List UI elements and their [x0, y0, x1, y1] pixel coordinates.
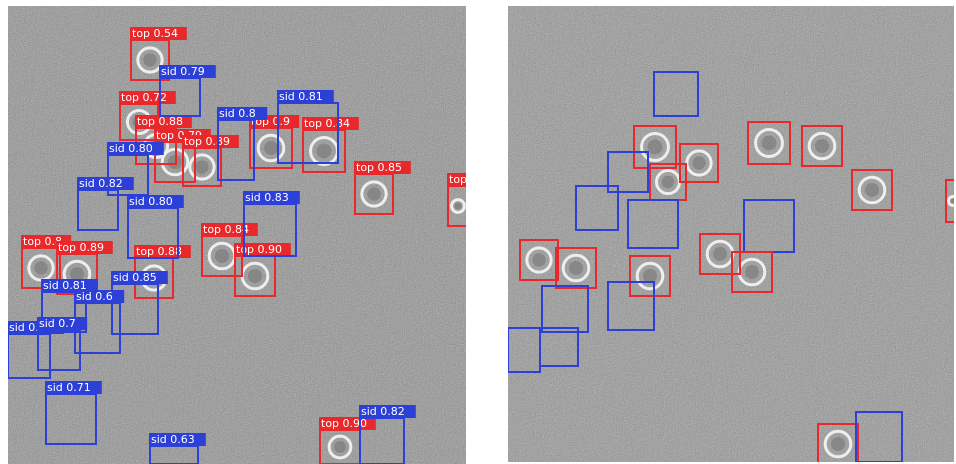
particle-core [815, 139, 829, 153]
particle-core [532, 253, 545, 266]
detection-label: sid 0.8 [219, 107, 256, 120]
particle-core [713, 247, 727, 261]
detection-label: sid 0.82 [361, 405, 405, 418]
detection-label: top 0.89 [184, 135, 230, 148]
figure: top 0.54top 0.72top 0.88top 0.79top 0.89… [0, 0, 956, 464]
particle-core [195, 160, 208, 173]
detection-label: top 0.85 [356, 161, 402, 174]
particle-core [648, 140, 663, 155]
detection-label: sid 0.71 [47, 381, 91, 394]
particle-core [643, 269, 657, 283]
detection-label: sid 0.79 [161, 65, 205, 78]
detection-label: sid 0.7 [39, 317, 76, 330]
detection-label: top 0.89 [58, 241, 104, 254]
detection-label: sid 0.82 [79, 177, 123, 190]
detection-label: top 0.88 [136, 245, 182, 258]
particle-core [215, 249, 229, 263]
detection-label: top 0.90 [236, 243, 282, 256]
detection-label: top [449, 173, 467, 186]
detection-label: sid 0.63 [151, 433, 195, 446]
particle-core [317, 144, 332, 159]
particle-core [692, 156, 705, 169]
particle-core [762, 136, 777, 151]
particle-core [745, 265, 759, 279]
detection-label: top 0.84 [304, 117, 350, 130]
particle-core [865, 183, 879, 197]
detection-label: top 0.54 [132, 27, 178, 40]
detection-label: sid 0.85 [113, 271, 157, 284]
detection-label: sid 0.83 [245, 191, 289, 204]
particle-core [264, 141, 278, 155]
detection-label: sid 0.6 [76, 290, 113, 303]
particle-core [334, 441, 346, 453]
particle-core [367, 187, 380, 200]
detection-label: sid 0.81 [279, 90, 323, 103]
particle-core [831, 437, 845, 451]
particle-core [143, 53, 156, 66]
right-image [508, 6, 956, 464]
page: top 0.54top 0.72top 0.88top 0.79top 0.89… [0, 0, 956, 464]
particle-core [34, 261, 47, 274]
detection-label: sid 0.80 [129, 195, 173, 208]
particle-core [662, 176, 675, 189]
detection-label: top 0.84 [203, 223, 249, 236]
particle-core [248, 269, 262, 283]
detection-label: sid 0.80 [109, 142, 153, 155]
particle-core [569, 261, 583, 275]
particle-core [454, 202, 461, 209]
particle-core [951, 199, 956, 204]
